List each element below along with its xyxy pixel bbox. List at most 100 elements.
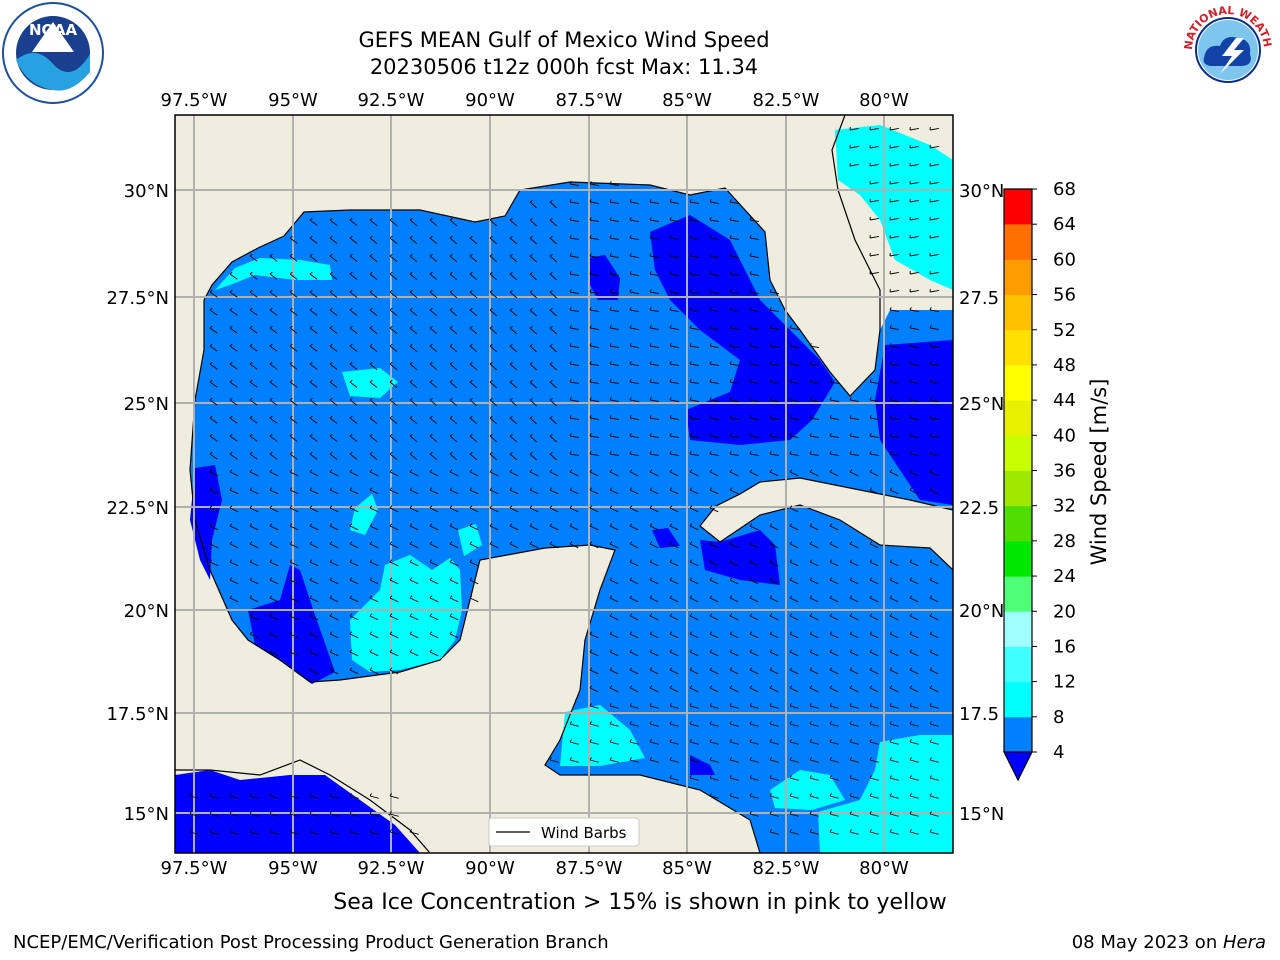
calm-region-north bbox=[588, 255, 620, 300]
calm-region-atlantic bbox=[875, 340, 953, 505]
colorbar-segment bbox=[1004, 400, 1032, 436]
colorbar-tick-label: 60 bbox=[1053, 249, 1076, 270]
colorbar-segment bbox=[1004, 329, 1032, 366]
lon-label-top: 82.5°W bbox=[753, 90, 820, 111]
sea-ice-note: Sea Ice Concentration > 15% is shown in … bbox=[333, 890, 947, 915]
colorbar-tick-label: 16 bbox=[1053, 636, 1076, 657]
svg-text:NOAA: NOAA bbox=[29, 21, 78, 39]
lon-label-bottom: 97.5°W bbox=[161, 858, 228, 879]
wind-barbs-legend: Wind Barbs bbox=[488, 817, 640, 847]
colorbar-tick-label: 36 bbox=[1053, 461, 1076, 482]
breezy-region-yucatan-west bbox=[458, 524, 482, 556]
lat-label-right: 22.5 bbox=[959, 498, 999, 519]
lat-label-right: 15°N bbox=[959, 804, 1004, 825]
lat-label-left: 22.5°N bbox=[106, 498, 169, 519]
nws-logo: NATIONAL WEATHER SERVICE bbox=[1178, 0, 1276, 98]
lon-label-bottom: 87.5°W bbox=[556, 858, 623, 879]
colorbar-tick-label: 68 bbox=[1053, 179, 1076, 200]
footer-branch: NCEP/EMC/Verification Post Processing Pr… bbox=[13, 932, 609, 953]
breezy-region-texas bbox=[215, 258, 332, 290]
calm-region-west bbox=[190, 465, 222, 580]
colorbar-tick-label: 56 bbox=[1053, 285, 1076, 306]
colorbar-segment bbox=[1004, 646, 1032, 683]
gridlines bbox=[175, 115, 953, 853]
calm-region-pacific bbox=[175, 770, 420, 853]
colorbar-tick-label: 32 bbox=[1053, 496, 1076, 517]
colorbar-tick-label: 64 bbox=[1053, 214, 1076, 235]
axis-tick-labels: 97.5°W 97.5°W 95°W 95°W 92.5°W 92.5°W 90°W 90°W… bbox=[106, 90, 1004, 879]
colorbar-tick-label: 40 bbox=[1053, 425, 1076, 446]
colorbar-segment bbox=[1004, 611, 1032, 647]
colorbar-segment bbox=[1004, 189, 1032, 225]
lat-label-left: 25°N bbox=[124, 394, 169, 415]
lon-label-bottom: 90°W bbox=[465, 858, 515, 879]
colorbar-segment bbox=[1004, 259, 1032, 296]
map-title: GEFS MEAN Gulf of Mexico Wind Speed bbox=[358, 28, 770, 52]
lat-label-left: 20°N bbox=[124, 601, 169, 622]
colorbar-segment bbox=[1004, 364, 1032, 401]
map-subtitle: 20230506 t12z 000h fcst Max: 11.34 bbox=[369, 55, 759, 79]
colorbar-tick-label: 20 bbox=[1053, 601, 1076, 622]
colorbar-segment bbox=[1004, 576, 1032, 612]
lat-label-left: 15°N bbox=[124, 804, 169, 825]
noaa-logo: NOAA bbox=[2, 2, 104, 104]
lon-label-bottom: 92.5°W bbox=[358, 858, 425, 879]
colorbar-tick-label: 24 bbox=[1053, 566, 1076, 587]
breezy-region-mid bbox=[350, 494, 378, 535]
lon-label-top: 90°W bbox=[465, 90, 515, 111]
colorbar-segment bbox=[1004, 681, 1032, 718]
colorbar-segment bbox=[1004, 224, 1032, 260]
colorbar-tick-label: 44 bbox=[1053, 390, 1076, 411]
lat-label-right: 17.5 bbox=[959, 704, 999, 725]
breezy-region-central bbox=[342, 368, 398, 398]
wind-barbs bbox=[189, 126, 939, 835]
lon-label-bottom: 82.5°W bbox=[753, 858, 820, 879]
colorbar-label: Wind Speed [m/s] bbox=[1087, 379, 1111, 566]
breezy-region-honduras bbox=[560, 705, 645, 766]
breezy-region-bay-of-campeche bbox=[350, 555, 462, 672]
barb-glyphs bbox=[189, 126, 939, 835]
colorbar-tick-label: 4 bbox=[1053, 742, 1064, 763]
colorbar-tick-label: 28 bbox=[1053, 531, 1076, 552]
lat-label-right: 20°N bbox=[959, 601, 1004, 622]
map-frame bbox=[174, 114, 954, 854]
colorbar-tick-label: 48 bbox=[1053, 355, 1076, 376]
footer-date: 08 May 2023 on Hera bbox=[1072, 932, 1266, 953]
map-area bbox=[175, 115, 953, 853]
colorbar-segment bbox=[1004, 540, 1032, 577]
colorbar-segment bbox=[1004, 505, 1032, 542]
lon-label-top: 80°W bbox=[859, 90, 909, 111]
lat-label-right: 25°N bbox=[959, 394, 1004, 415]
legend-label: Wind Barbs bbox=[541, 824, 627, 842]
colorbar-segment bbox=[1004, 470, 1032, 507]
calm-region-nw-caribbean bbox=[690, 755, 715, 775]
colorbar-tick-label: 8 bbox=[1053, 707, 1064, 728]
breezy-region-caribbean-se bbox=[818, 735, 953, 853]
coastline bbox=[175, 115, 953, 853]
colorbar-tick-label: 52 bbox=[1053, 320, 1076, 341]
lon-label-bottom: 95°W bbox=[268, 858, 318, 879]
breezy-region-florida-atlantic bbox=[835, 125, 953, 290]
calm-region-cuba-west bbox=[700, 530, 780, 585]
calm-region-cuba-west-tip bbox=[652, 528, 680, 548]
lon-label-top: 87.5°W bbox=[556, 90, 623, 111]
lat-label-left: 30°N bbox=[124, 181, 169, 202]
colorbar-segment bbox=[1004, 435, 1032, 471]
lon-label-top: 97.5°W bbox=[161, 90, 228, 111]
footer-date-text: 08 May 2023 on bbox=[1071, 932, 1223, 953]
lat-label-right: 30°N bbox=[959, 181, 1004, 202]
lat-label-left: 17.5°N bbox=[106, 704, 169, 725]
colorbar-tick-label: 12 bbox=[1053, 672, 1076, 693]
lon-label-bottom: 80°W bbox=[859, 858, 909, 879]
lon-label-top: 92.5°W bbox=[358, 90, 425, 111]
colorbar-segment bbox=[1004, 294, 1032, 331]
lon-label-top: 85°W bbox=[662, 90, 712, 111]
calm-region-east-gulf bbox=[650, 215, 835, 445]
colorbar-under-arrow bbox=[1003, 751, 1033, 782]
breezy-region-caribbean-mid bbox=[770, 770, 845, 810]
footer-machine: Hera bbox=[1222, 932, 1266, 953]
lon-label-bottom: 85°W bbox=[662, 858, 712, 879]
lat-label-right: 27.5 bbox=[959, 288, 999, 309]
